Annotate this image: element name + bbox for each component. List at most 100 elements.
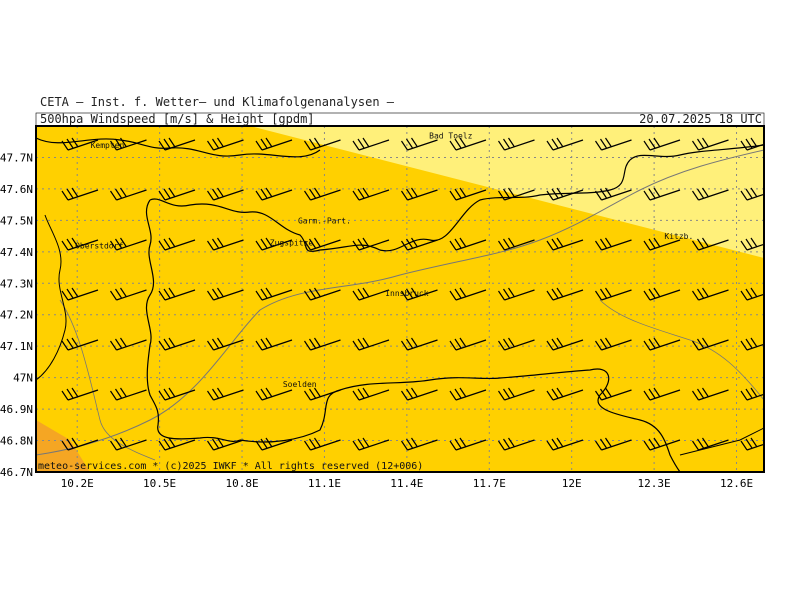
wind-barb	[401, 437, 438, 451]
wind-barb	[255, 187, 293, 201]
lat-tick-label: 47.2N	[0, 309, 33, 322]
wind-barb	[158, 187, 196, 201]
wind-barb	[692, 287, 729, 301]
wind-barb	[449, 387, 487, 401]
wind-barb	[401, 187, 438, 201]
wind-barb	[61, 337, 99, 351]
city-labels: Kempten Bad Toelz Garm.-Part. Zugspitze Ober…	[75, 132, 693, 389]
wind-barb	[158, 137, 196, 151]
wind-barb	[643, 187, 681, 201]
wind-barb	[595, 137, 632, 151]
wind-barb	[740, 137, 764, 151]
wind-barb	[207, 237, 244, 251]
wind-barb	[595, 187, 632, 201]
wind-barb	[401, 137, 438, 151]
lon-tick-label: 11.7E	[473, 477, 506, 490]
wind-barb	[692, 437, 729, 451]
wind-barb	[61, 137, 99, 151]
city-label: Bad Toelz	[429, 132, 473, 141]
wind-barb	[207, 337, 244, 351]
wind-barb	[158, 237, 196, 251]
wind-barb	[546, 237, 584, 251]
wind-barb	[692, 187, 729, 201]
wind-barb	[207, 287, 244, 301]
wind-barb	[61, 387, 99, 401]
wind-barb	[546, 287, 584, 301]
wind-barb	[110, 187, 147, 201]
wind-barb	[692, 387, 729, 401]
wind-barb	[304, 137, 341, 151]
wind-barb	[740, 237, 764, 251]
wind-barb	[304, 437, 341, 451]
wind-barb	[595, 387, 632, 401]
city-label: Innsbruck	[385, 289, 429, 298]
wind-barb	[643, 387, 681, 401]
wind-barb	[255, 287, 293, 301]
lat-tick-label: 47N	[13, 372, 33, 385]
wind-barb	[449, 287, 487, 301]
lat-tick-label: 47.1N	[0, 340, 33, 353]
wind-barb	[740, 187, 764, 201]
latitude-axis: 47.7N 47.6N 47.5N 47.4N 47.3N 47.2N 47.1N 47N 46…	[0, 151, 33, 479]
map-frame	[35, 125, 765, 473]
wind-band-orange	[36, 420, 90, 472]
graticule	[36, 126, 764, 472]
lon-tick-label: 12.6E	[720, 477, 753, 490]
wind-barb	[110, 437, 147, 451]
wind-barb	[498, 187, 535, 201]
wind-barb	[692, 137, 729, 151]
wind-barb	[498, 387, 535, 401]
lon-tick-label: 11.4E	[390, 477, 423, 490]
wind-barb	[110, 387, 147, 401]
wind-barb	[449, 137, 487, 151]
wind-barb	[255, 437, 293, 451]
wind-barb	[352, 387, 390, 401]
wind-barb	[643, 437, 681, 451]
wind-barb	[401, 237, 438, 251]
product-title: 500hpa_Windspeed_[m/s]_&_Height_[gpdm]	[40, 112, 315, 126]
wind-barb	[207, 437, 244, 451]
wind-barb	[207, 387, 244, 401]
wind-barb	[498, 137, 535, 151]
wind-barb	[255, 237, 293, 251]
wind-barb	[255, 387, 293, 401]
city-label: Garm.-Part.	[298, 217, 351, 226]
wind-barb	[255, 337, 293, 351]
wind-barb	[643, 287, 681, 301]
wind-barb	[401, 387, 438, 401]
valid-time: 20.07.2025 18 UTC	[639, 112, 762, 126]
wind-band-light	[250, 126, 764, 258]
wind-barb	[352, 137, 390, 151]
lat-tick-label: 47.3N	[0, 277, 33, 290]
city-label: Zugspitze	[270, 239, 314, 248]
country-borders	[36, 137, 764, 472]
wind-barb	[498, 237, 535, 251]
city-label: Oberstdorf	[75, 242, 123, 251]
wind-barb	[255, 137, 293, 151]
credit-text: meteo-services.com * (c)2025 IWKF * All …	[38, 461, 423, 472]
wind-barb	[595, 337, 632, 351]
lon-tick-label: 10.8E	[225, 477, 258, 490]
wind-barb	[546, 187, 584, 201]
wind-barb	[546, 387, 584, 401]
institute-title: CETA — Inst. f. Wetter— und Klimafolgena…	[40, 95, 395, 109]
lon-tick-label: 10.2E	[61, 477, 94, 490]
wind-barb	[110, 337, 147, 351]
wind-barb	[498, 287, 535, 301]
wind-barb	[401, 337, 438, 351]
wind-barb	[498, 337, 535, 351]
longitude-axis: 10.2E 10.5E 10.8E 11.1E 11.4E 11.7E 12E 12.3E 12…	[61, 477, 753, 490]
wind-barb	[546, 137, 584, 151]
lon-tick-label: 11.1E	[308, 477, 341, 490]
wind-barb	[110, 287, 147, 301]
wind-barb	[61, 437, 99, 451]
wind-barb	[304, 337, 341, 351]
rivers	[36, 149, 764, 461]
wind-barb	[692, 237, 729, 251]
lat-tick-label: 47.7N	[0, 151, 33, 164]
lat-tick-label: 46.7N	[0, 466, 33, 479]
wind-barb	[207, 137, 244, 151]
wind-barb	[352, 437, 390, 451]
wind-barb	[110, 137, 147, 151]
